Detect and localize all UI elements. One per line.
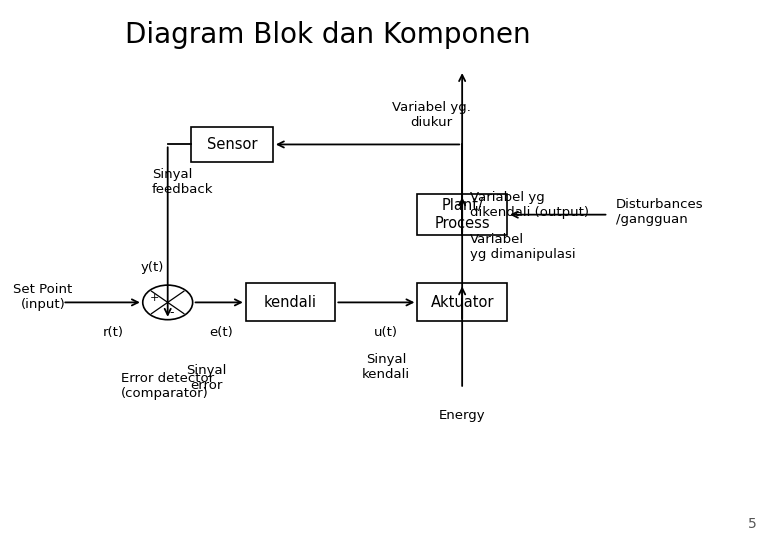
Text: +: + (149, 293, 158, 303)
Text: r(t): r(t) (103, 326, 123, 339)
Bar (417, 194, 507, 235)
Text: u(t): u(t) (374, 326, 398, 339)
Text: Error detector
(comparator): Error detector (comparator) (121, 372, 214, 400)
Text: Set Point
(input): Set Point (input) (13, 283, 73, 311)
Text: Disturbances
/gangguan: Disturbances /gangguan (616, 198, 704, 226)
Bar (191, 127, 273, 162)
Text: e(t): e(t) (209, 326, 232, 339)
Bar (246, 284, 335, 321)
Text: Variabel yg.
diukur: Variabel yg. diukur (392, 101, 470, 129)
Text: kendali: kendali (264, 295, 317, 310)
Text: Sinyal
error: Sinyal error (186, 364, 227, 392)
Text: -: - (169, 306, 174, 319)
Text: Energy: Energy (439, 409, 485, 422)
Text: Diagram Blok dan Komponen: Diagram Blok dan Komponen (125, 21, 530, 49)
Text: Sinyal
kendali: Sinyal kendali (362, 353, 410, 381)
Text: Aktuator: Aktuator (431, 295, 494, 310)
Text: Sinyal
feedback: Sinyal feedback (152, 168, 214, 196)
Text: 5: 5 (748, 517, 757, 531)
Text: Variabel yg
dikendali (output): Variabel yg dikendali (output) (470, 191, 589, 219)
Text: Sensor: Sensor (207, 137, 257, 152)
Text: Plant/
Process: Plant/ Process (434, 199, 490, 231)
Bar (417, 284, 507, 321)
Text: Variabel
yg dimanipulasi: Variabel yg dimanipulasi (470, 233, 576, 261)
Text: y(t): y(t) (140, 261, 164, 274)
